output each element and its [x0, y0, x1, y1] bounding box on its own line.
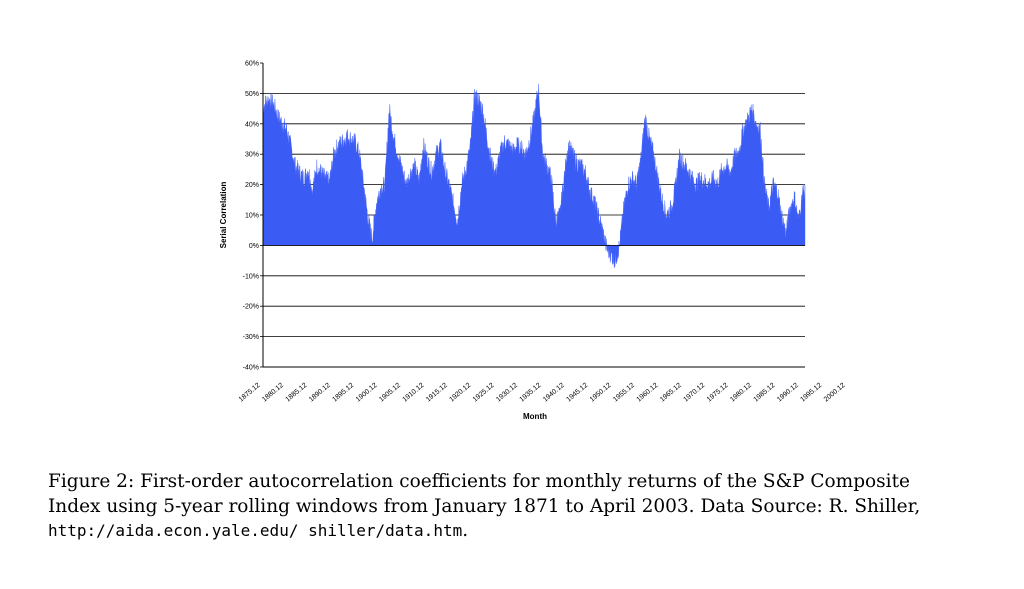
x-tick-label: 1970.12	[682, 382, 706, 404]
x-tick-label: 1925.12	[472, 382, 496, 404]
y-axis-title: Serial Correlation	[219, 182, 228, 249]
y-tick-label: -10%	[243, 273, 259, 280]
x-tick-label: 1995.12	[799, 382, 823, 404]
x-tick-label: 1955.12	[612, 382, 636, 404]
x-tick-label: 1880.12	[261, 382, 285, 404]
y-tick-label: 30%	[245, 152, 259, 159]
x-axis-title: Month	[523, 412, 547, 421]
caption-line-1: Figure 2: First-order autocorrelation co…	[48, 471, 910, 492]
x-tick-label: 1910.12	[402, 382, 426, 404]
y-tick-label: 20%	[245, 182, 259, 189]
x-tick-label: 1895.12	[331, 382, 355, 404]
caption-url: http://aida.econ.yale.edu/ shiller/data.…	[48, 521, 463, 540]
caption-url-end: .	[462, 520, 469, 541]
x-tick-label: 1960.12	[636, 382, 660, 404]
y-tick-labels: 60% 50% 40% 30% 20% 10% 0% -10% -20% -30% -40%	[243, 61, 259, 372]
y-tick-label: 50%	[245, 91, 259, 98]
y-tick-label: -20%	[243, 304, 259, 311]
x-tick-label: 1990.12	[776, 382, 800, 404]
x-tick-label: 1915.12	[425, 382, 449, 404]
x-tick-label: 1985.12	[753, 382, 777, 404]
y-tick-label: 10%	[245, 213, 259, 220]
y-tick-label: 60%	[245, 61, 259, 68]
x-tick-label: 1890.12	[308, 382, 332, 404]
y-tick-label: -30%	[243, 334, 259, 341]
x-tick-label: 1905.12	[378, 382, 402, 404]
x-tick-labels: 1875.12 1880.12 1885.12 1890.12 1895.12 1900.…	[238, 382, 847, 404]
x-tick-label: 1885.12	[285, 382, 309, 404]
x-tick-label: 1930.12	[495, 382, 519, 404]
x-tick-label: 1965.12	[659, 382, 683, 404]
x-tick-label: 1875.12	[238, 382, 262, 404]
y-tick-label: -40%	[243, 365, 259, 372]
axes	[262, 63, 805, 368]
x-tick-label: 1950.12	[589, 382, 613, 404]
x-tick-label: 1935.12	[519, 382, 543, 404]
series-area-path	[262, 83, 806, 268]
x-tick-label: 1980.12	[729, 382, 753, 404]
x-tick-label: 1940.12	[542, 382, 566, 404]
x-tick-label: 1920.12	[448, 382, 472, 404]
caption-line-2: Index using 5-year rolling windows from …	[48, 495, 921, 517]
y-tick-label: 40%	[245, 121, 259, 128]
x-tick-label: 1975.12	[706, 382, 730, 404]
x-tick-label: 1900.12	[355, 382, 379, 404]
caption-line-3: http://aida.econ.yale.edu/ shiller/data.…	[48, 519, 988, 544]
series-area	[262, 83, 806, 268]
y-tick-label: 0%	[249, 243, 259, 250]
x-tick-label: 1945.12	[565, 382, 589, 404]
x-tick-label: 2000.12	[823, 382, 847, 404]
figure-caption: Figure 2: First-order autocorrelation co…	[48, 470, 988, 544]
